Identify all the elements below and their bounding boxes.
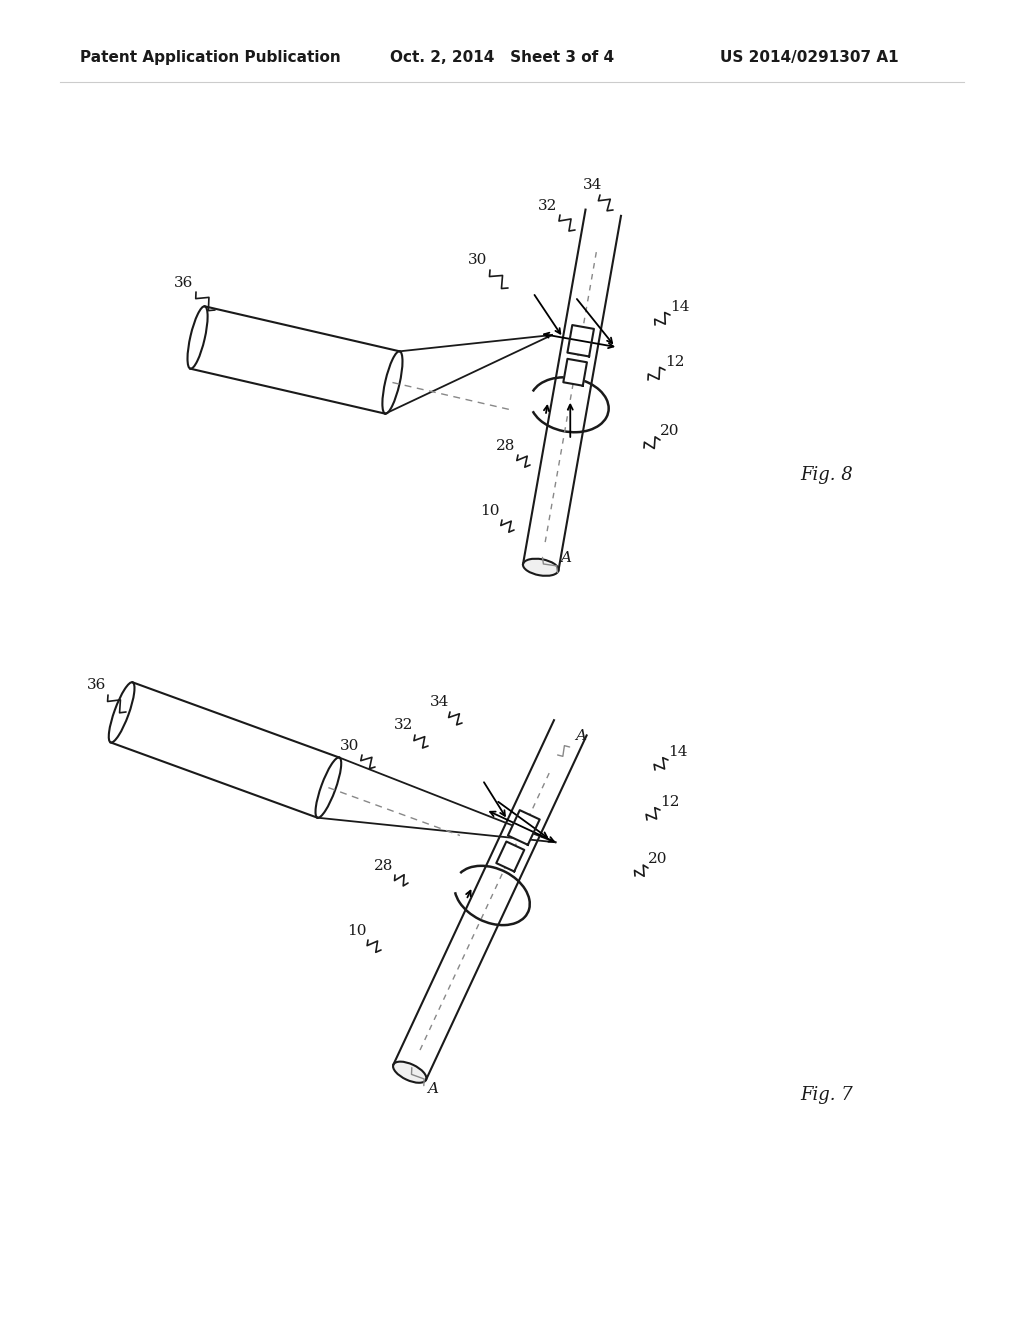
Polygon shape: [563, 359, 587, 385]
Text: 20: 20: [660, 424, 680, 438]
Text: 12: 12: [666, 355, 685, 370]
Text: 36: 36: [174, 276, 194, 290]
Text: 30: 30: [468, 253, 487, 267]
Ellipse shape: [382, 351, 402, 413]
Text: 28: 28: [375, 859, 393, 873]
Text: A: A: [575, 729, 587, 743]
Text: 20: 20: [648, 851, 668, 866]
Polygon shape: [567, 325, 594, 356]
Text: A: A: [560, 552, 571, 565]
Text: 12: 12: [660, 795, 680, 809]
Polygon shape: [508, 810, 540, 845]
Ellipse shape: [393, 1061, 426, 1082]
Ellipse shape: [315, 758, 341, 818]
Text: 10: 10: [347, 924, 367, 939]
Text: A: A: [427, 1081, 438, 1096]
Text: 32: 32: [394, 718, 414, 733]
Ellipse shape: [187, 306, 208, 368]
Text: Fig. 7: Fig. 7: [800, 1086, 853, 1104]
Text: 34: 34: [584, 178, 603, 191]
Text: US 2014/0291307 A1: US 2014/0291307 A1: [720, 50, 899, 65]
Text: Patent Application Publication: Patent Application Publication: [80, 50, 341, 65]
Polygon shape: [497, 842, 524, 871]
Text: 14: 14: [671, 300, 690, 314]
Text: 36: 36: [87, 678, 106, 692]
Text: Oct. 2, 2014   Sheet 3 of 4: Oct. 2, 2014 Sheet 3 of 4: [390, 50, 614, 65]
Ellipse shape: [109, 682, 134, 743]
Text: 30: 30: [340, 739, 359, 752]
Text: 28: 28: [497, 440, 516, 453]
Text: 32: 32: [539, 199, 558, 213]
Text: 34: 34: [430, 696, 450, 709]
Text: 14: 14: [669, 744, 688, 759]
Text: 10: 10: [480, 504, 500, 517]
Ellipse shape: [523, 558, 558, 576]
Text: Fig. 8: Fig. 8: [800, 466, 853, 484]
